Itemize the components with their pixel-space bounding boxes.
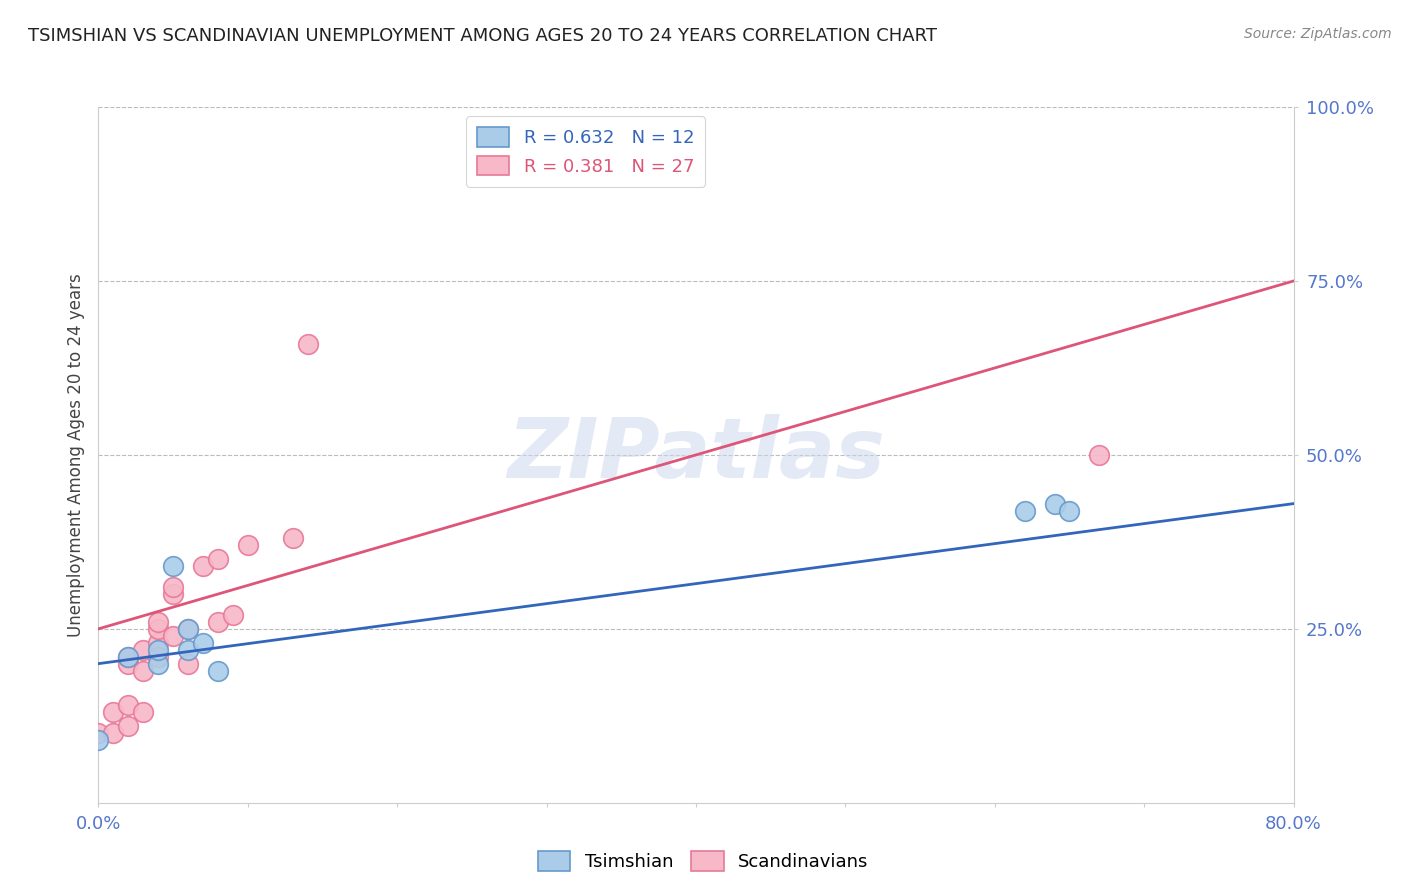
Point [148, 657, 170, 671]
Point [191, 559, 214, 574]
Point [117, 649, 139, 664]
Point [117, 719, 139, 733]
Point [148, 636, 170, 650]
Point [191, 636, 214, 650]
Y-axis label: Unemployment Among Ages 20 to 24 years: Unemployment Among Ages 20 to 24 years [66, 273, 84, 637]
Point [1014, 503, 1036, 517]
Point [87, 733, 110, 747]
Point [132, 642, 155, 657]
Point [207, 664, 229, 678]
Point [162, 629, 184, 643]
Point [222, 607, 245, 622]
Point [236, 538, 259, 552]
Text: TSIMSHIAN VS SCANDINAVIAN UNEMPLOYMENT AMONG AGES 20 TO 24 YEARS CORRELATION CHA: TSIMSHIAN VS SCANDINAVIAN UNEMPLOYMENT A… [28, 27, 938, 45]
Point [103, 726, 125, 740]
Point [177, 642, 200, 657]
Point [148, 642, 170, 657]
Text: ZIPatlas: ZIPatlas [508, 415, 884, 495]
Point [1088, 448, 1111, 462]
Legend: R = 0.632   N = 12, R = 0.381   N = 27: R = 0.632 N = 12, R = 0.381 N = 27 [465, 116, 704, 186]
Point [177, 657, 200, 671]
Legend: Tsimshian, Scandinavians: Tsimshian, Scandinavians [530, 844, 876, 879]
Point [207, 552, 229, 566]
Point [162, 587, 184, 601]
Point [132, 706, 155, 720]
Point [117, 698, 139, 713]
Point [177, 622, 200, 636]
Point [1059, 503, 1081, 517]
Point [148, 622, 170, 636]
Point [1043, 497, 1066, 511]
Point [117, 649, 139, 664]
Point [297, 336, 319, 351]
Point [207, 615, 229, 629]
Point [177, 622, 200, 636]
Point [148, 615, 170, 629]
Point [117, 657, 139, 671]
Point [132, 664, 155, 678]
Point [103, 706, 125, 720]
Point [148, 649, 170, 664]
Point [281, 532, 304, 546]
Point [162, 559, 184, 574]
Point [162, 580, 184, 594]
Text: Source: ZipAtlas.com: Source: ZipAtlas.com [1244, 27, 1392, 41]
Point [87, 726, 110, 740]
